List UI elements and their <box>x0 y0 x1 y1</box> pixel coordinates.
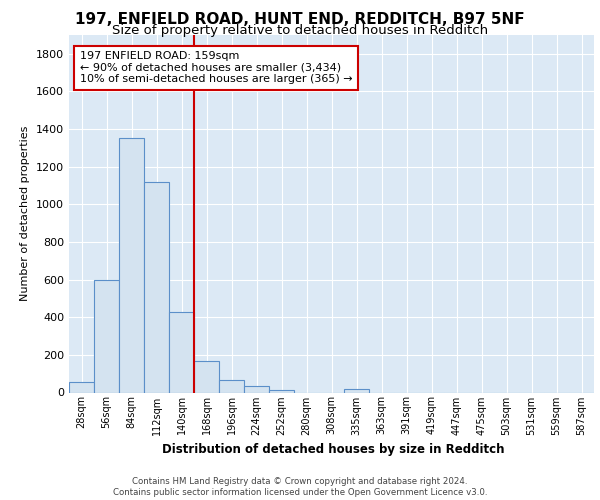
Text: 197, ENFIELD ROAD, HUNT END, REDDITCH, B97 5NF: 197, ENFIELD ROAD, HUNT END, REDDITCH, B… <box>75 12 525 28</box>
Text: Distribution of detached houses by size in Redditch: Distribution of detached houses by size … <box>162 442 504 456</box>
Bar <box>269 390 294 392</box>
Text: Contains HM Land Registry data © Crown copyright and database right 2024.
Contai: Contains HM Land Registry data © Crown c… <box>113 478 487 497</box>
Bar <box>144 182 169 392</box>
Text: 197 ENFIELD ROAD: 159sqm
← 90% of detached houses are smaller (3,434)
10% of sem: 197 ENFIELD ROAD: 159sqm ← 90% of detach… <box>79 51 352 84</box>
Bar <box>219 380 244 392</box>
Bar <box>194 360 219 392</box>
Bar <box>169 312 194 392</box>
Bar <box>244 386 269 392</box>
Bar <box>69 382 94 392</box>
Bar <box>119 138 144 392</box>
Bar <box>94 280 119 392</box>
Y-axis label: Number of detached properties: Number of detached properties <box>20 126 31 302</box>
Text: Size of property relative to detached houses in Redditch: Size of property relative to detached ho… <box>112 24 488 37</box>
Bar <box>344 388 369 392</box>
